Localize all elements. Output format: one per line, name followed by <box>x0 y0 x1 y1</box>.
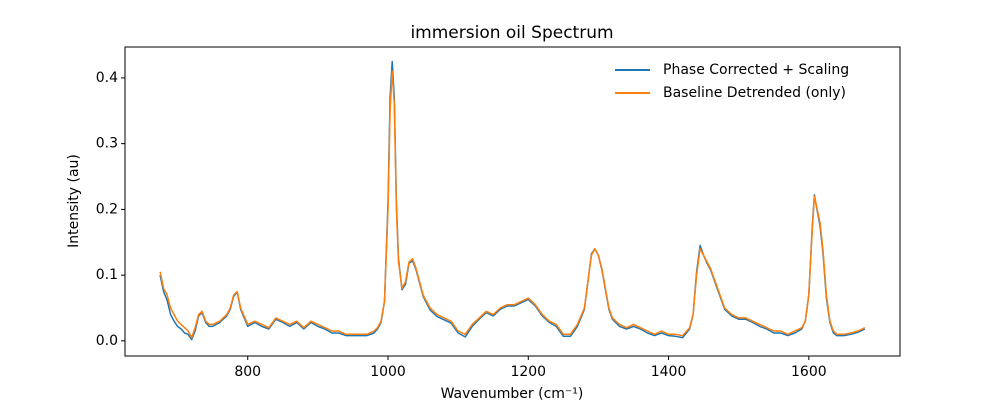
y-tick-label: 0.1 <box>96 267 118 283</box>
x-tick-label: 1400 <box>651 364 687 380</box>
y-tick-label: 0.3 <box>96 136 118 152</box>
series-line <box>159 60 866 341</box>
legend-label: Phase Corrected + Scaling <box>663 62 849 78</box>
series-line <box>159 70 866 339</box>
y-tick-label: 0.4 <box>96 70 118 86</box>
x-tick-label: 1000 <box>370 364 406 380</box>
legend-label: Baseline Detrended (only) <box>663 85 846 101</box>
x-tick-label: 800 <box>234 364 261 380</box>
chart-title: immersion oil Spectrum <box>410 23 613 43</box>
y-tick-label: 0.2 <box>96 201 118 217</box>
y-tick-label: 0.0 <box>96 333 118 349</box>
x-axis-label: Wavenumber (cm⁻¹) <box>441 386 584 400</box>
x-tick-label: 1600 <box>791 364 827 380</box>
y-axis-label: Intensity (au) <box>66 154 82 248</box>
plot-frame <box>124 46 901 357</box>
x-tick-label: 1200 <box>510 364 546 380</box>
